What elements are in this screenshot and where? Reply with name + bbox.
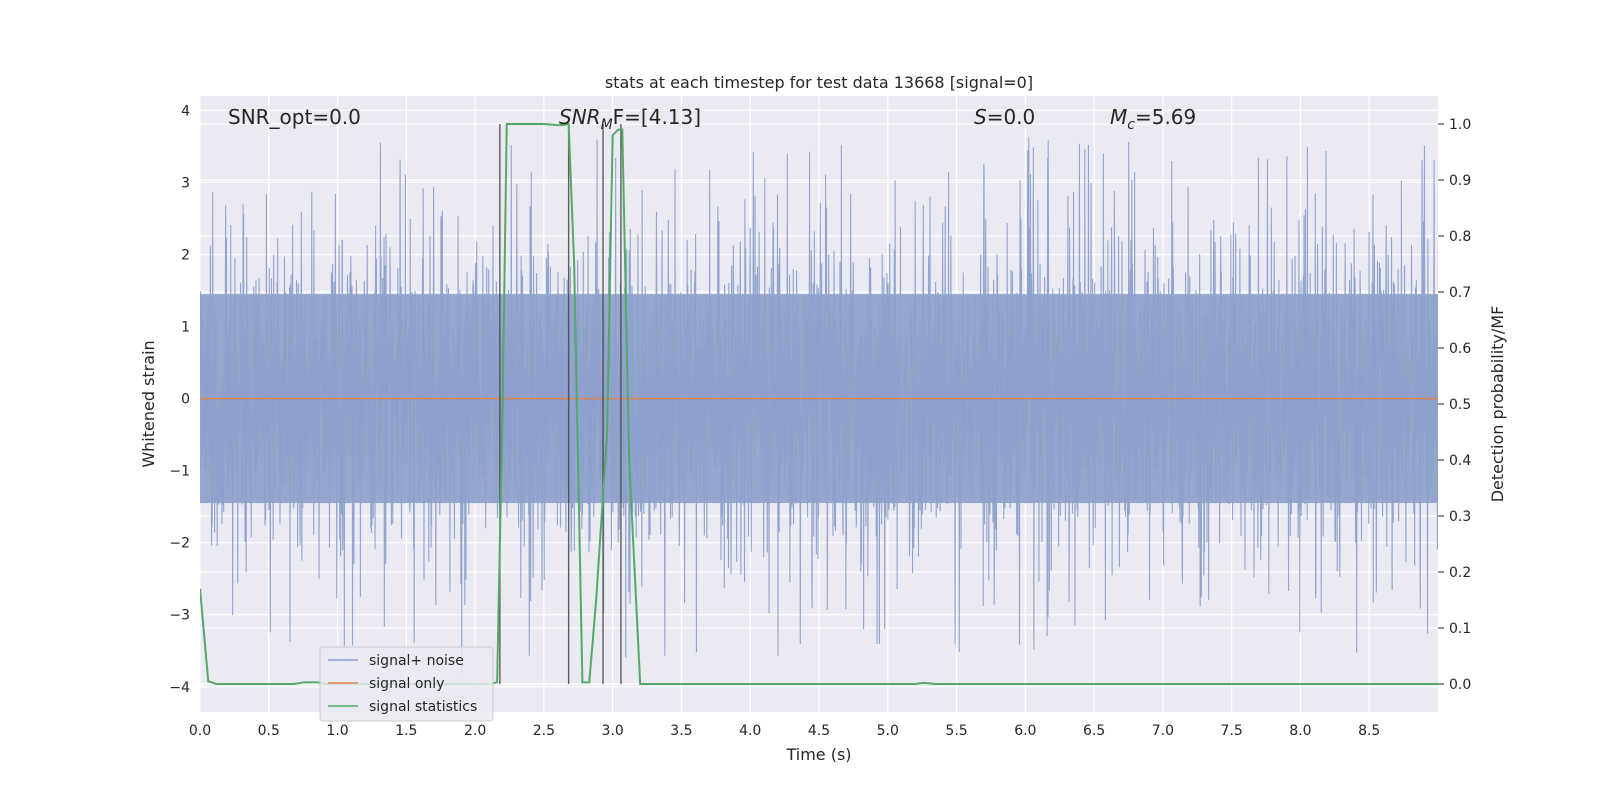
x-tick-label: 6.5 [1083, 723, 1105, 739]
x-tick-label: 3.0 [602, 723, 624, 739]
legend-label-signal-only: signal only [369, 676, 444, 692]
legend-label-signal-plus-noise: signal+ noise [369, 653, 464, 669]
annotation-snr-mf: SNRMF=[4.13] [559, 105, 701, 133]
x-tick-label: 1.5 [395, 723, 417, 739]
signal-statistics-line [200, 122, 1438, 685]
x-tick-label: 4.5 [808, 723, 830, 739]
left-y-tick-label: −4 [169, 680, 190, 696]
left-y-tick-label: 0 [181, 392, 190, 408]
left-y-tick-label: 2 [181, 248, 190, 264]
x-tick-label: 6.0 [1014, 723, 1036, 739]
x-tick-label: 7.0 [1152, 723, 1174, 739]
right-y-tick-label: 0.5 [1449, 397, 1471, 413]
x-tick-label: 7.5 [1221, 723, 1243, 739]
s-base: S [974, 105, 987, 129]
x-tick-label: 4.0 [739, 723, 761, 739]
x-tick-label: 8.0 [1289, 723, 1311, 739]
x-tick-label: 1.0 [326, 723, 348, 739]
mc-sub: c [1127, 117, 1135, 133]
left-y-axis-label: Whitened strain [139, 340, 158, 467]
noise-trace [200, 136, 1438, 674]
x-tick-label: 5.0 [877, 723, 899, 739]
left-y-tick-label: −1 [169, 464, 190, 480]
snr-mf-rest: F=[4.13] [613, 105, 701, 129]
right-y-tick-label: 0.2 [1449, 565, 1471, 581]
mc-base: M [1110, 105, 1127, 129]
snr-mf-base: SNR [559, 105, 601, 129]
annotation-mc: Mc=5.69 [1110, 105, 1196, 133]
left-y-tick-label: 1 [181, 320, 190, 336]
legend-box [319, 646, 494, 722]
right-y-tick-label: 0.7 [1449, 285, 1471, 301]
right-y-tick-label: 0.6 [1449, 341, 1471, 357]
right-y-tick-label: 0.0 [1449, 677, 1471, 693]
x-tick-label: 3.5 [670, 723, 692, 739]
x-tick-label: 2.5 [533, 723, 555, 739]
left-y-tick-label: 3 [181, 175, 190, 191]
x-tick-label: 5.5 [945, 723, 967, 739]
x-tick-labels: 0.0 0.5 1.0 1.5 2.0 2.5 3.0 3.5 4.0 4.5 5.0 5.5 6.0 6… [189, 723, 1380, 739]
annotation-s: S=0.0 [974, 105, 1035, 129]
x-tick-label: 2.0 [464, 723, 486, 739]
right-y-tick-label: 0.3 [1449, 509, 1471, 525]
right-y-tick-labels: 1.0 0.9 0.8 0.7 0.6 0.5 0.4 0.3 0.2 0.1 0.0 [1438, 117, 1471, 693]
left-y-tick-label: −3 [169, 608, 190, 624]
right-y-axis-label: Detection probability/MF [1488, 306, 1507, 503]
legend-label-signal-statistics: signal statistics [369, 699, 477, 715]
annotation-snr-opt: SNR_opt=0.0 [228, 105, 361, 129]
snr-mf-sub: M [601, 117, 613, 133]
series-signal-statistics [200, 122, 1438, 685]
left-y-tick-labels: 4 3 2 1 0 −1 −2 −3 −4 [169, 103, 190, 695]
left-y-tick-label: −2 [169, 536, 190, 552]
x-axis-label: Time (s) [785, 745, 851, 764]
right-y-tick-label: 0.1 [1449, 621, 1471, 637]
left-y-tick-label: 4 [181, 103, 190, 119]
x-tick-label: 0.0 [189, 723, 211, 739]
legend: signal+ noise signal only signal statist… [319, 646, 494, 722]
chart-title: stats at each timestep for test data 136… [605, 73, 1033, 92]
right-y-tick-label: 0.9 [1449, 173, 1471, 189]
x-tick-label: 8.5 [1358, 723, 1380, 739]
right-y-tick-label: 1.0 [1449, 117, 1471, 133]
s-rest: =0.0 [987, 105, 1036, 129]
right-y-tick-label: 0.4 [1449, 453, 1471, 469]
mc-rest: =5.69 [1135, 105, 1196, 129]
x-tick-label: 0.5 [258, 723, 280, 739]
right-y-tick-label: 0.8 [1449, 229, 1471, 245]
